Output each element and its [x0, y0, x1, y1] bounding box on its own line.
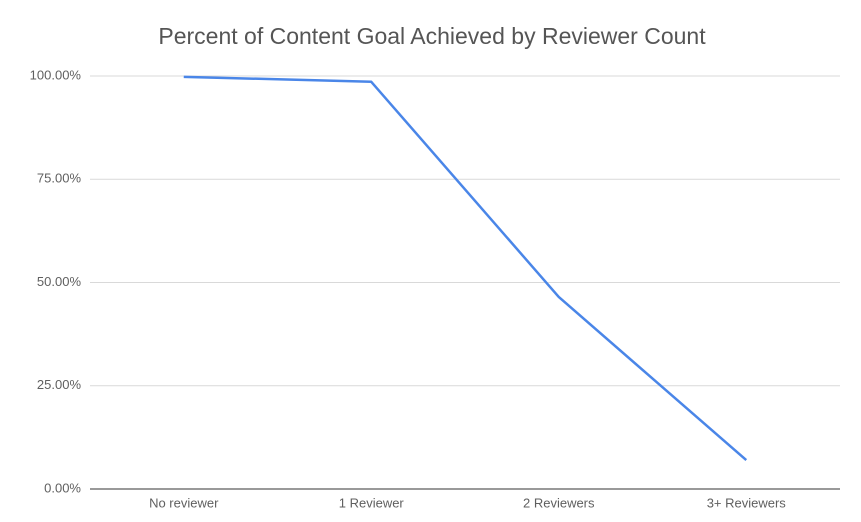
- x-tick-label: No reviewer: [149, 495, 219, 510]
- x-tick-label: 2 Reviewers: [523, 495, 595, 510]
- y-tick-label: 25.00%: [37, 377, 82, 392]
- x-tick-label: 1 Reviewer: [339, 495, 405, 510]
- y-tick-label: 75.00%: [37, 171, 82, 186]
- data-line: [183, 75, 748, 462]
- chart-title: Percent of Content Goal Achieved by Revi…: [158, 23, 706, 49]
- x-tick-label: 3+ Reviewers: [707, 495, 787, 510]
- y-tick-label: 0.00%: [44, 480, 81, 495]
- y-tick-label: 100.00%: [30, 67, 82, 82]
- y-tick-label: 50.00%: [37, 274, 82, 289]
